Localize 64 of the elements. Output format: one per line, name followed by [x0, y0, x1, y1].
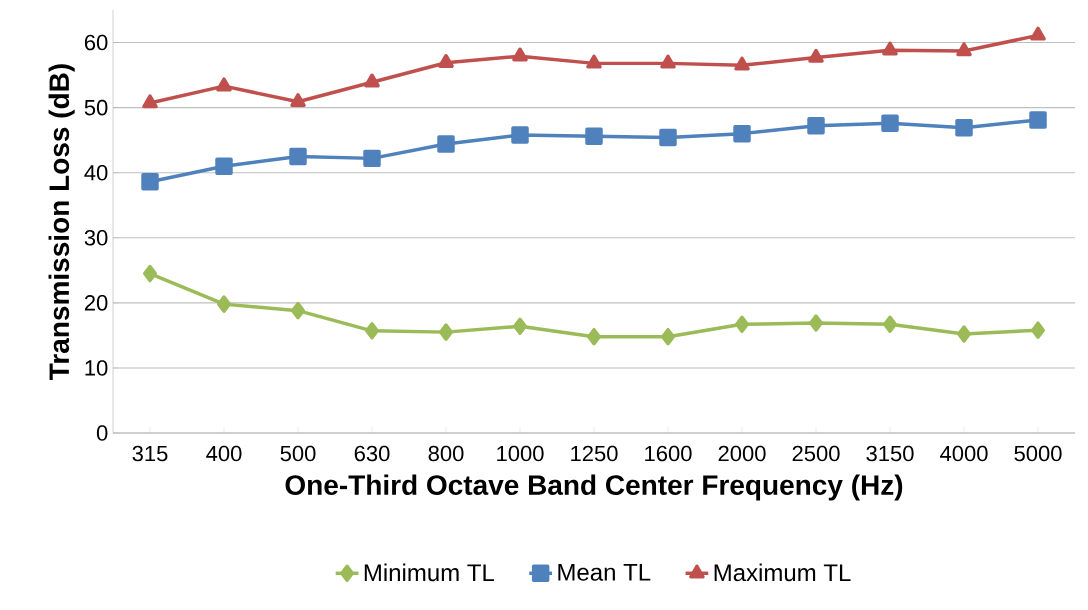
point [291, 301, 305, 320]
point [217, 295, 231, 313]
y-tick-label: 40 [84, 164, 108, 181]
point [956, 42, 972, 57]
x-tick-label: 1600 [645, 445, 692, 462]
x-tick-label: 1000 [497, 445, 544, 462]
legend-label: Mean TL [558, 564, 651, 581]
x-tick-label: 630 [354, 445, 390, 462]
point [1029, 111, 1047, 129]
x-tick-label: 1250 [571, 445, 618, 462]
point [513, 317, 527, 336]
x-axis-title: One-Third Octave Band Center Frequency (Hz) [285, 474, 903, 501]
x-tick-label: 5000 [1014, 445, 1062, 462]
x-tick-label: 500 [280, 445, 316, 462]
x-tick-label: 400 [206, 445, 242, 462]
point [585, 127, 603, 145]
point [439, 323, 453, 341]
point [1031, 321, 1045, 339]
point [216, 77, 232, 92]
point [141, 173, 159, 191]
point [659, 128, 677, 147]
point [586, 54, 602, 69]
point [587, 327, 601, 346]
y-tick-label: 20 [84, 295, 108, 311]
y-axis-title: Transmission Loss (dB) [48, 64, 75, 380]
y-tick-label: 0 [96, 425, 108, 441]
point [511, 126, 529, 144]
point [215, 157, 233, 175]
y-tick-label: 10 [85, 360, 108, 376]
point [735, 315, 749, 334]
point [438, 53, 454, 68]
x-tick-label: 2500 [792, 445, 840, 462]
x-tick-label: 2000 [718, 445, 766, 462]
y-tick-label: 30 [84, 229, 108, 246]
point [883, 315, 897, 334]
point [807, 117, 825, 135]
point [364, 73, 380, 88]
x-tick-label: 800 [428, 445, 464, 462]
point [661, 327, 675, 346]
point [957, 325, 971, 343]
point [290, 93, 306, 107]
point [363, 149, 381, 168]
point [512, 47, 528, 62]
y-tick-label: 50 [84, 99, 108, 116]
point [365, 322, 379, 340]
point [1030, 26, 1046, 41]
point [437, 135, 455, 153]
point [955, 119, 973, 137]
point [143, 264, 157, 283]
x-tick-label: 3150 [866, 445, 914, 462]
point [808, 48, 824, 63]
legend-label: Maximum TL [714, 563, 851, 582]
point [734, 56, 750, 71]
point [733, 124, 751, 143]
y-tick-label: 60 [84, 34, 108, 51]
point [881, 114, 899, 132]
point [660, 54, 676, 69]
x-tick-label: 315 [132, 445, 168, 462]
point [809, 314, 823, 332]
legend-label: Minimum TL [364, 563, 495, 582]
point [882, 41, 898, 56]
point [142, 94, 158, 109]
x-tick-label: 4000 [940, 445, 988, 462]
point [289, 147, 307, 166]
